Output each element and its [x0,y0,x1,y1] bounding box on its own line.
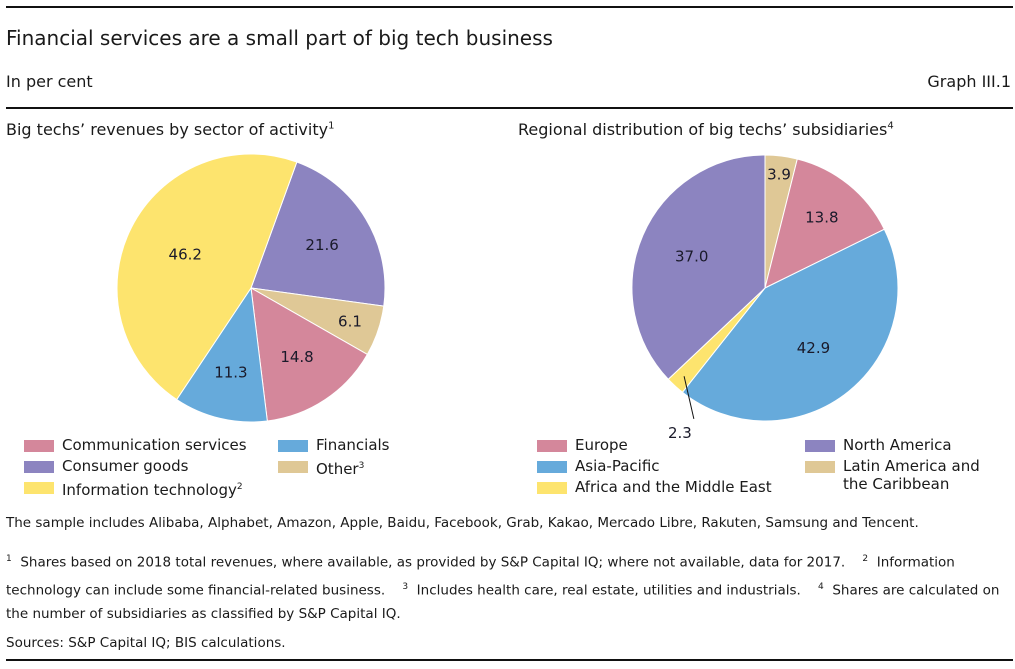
header-rule [6,107,1013,109]
legend-swatch [805,440,835,452]
pie-slice-consumer-goods [250,161,386,307]
data-label: 13.8 [805,209,838,227]
legend-label: Consumer goods [62,457,189,475]
footnote-1: Shares based on 2018 total revenues, whe… [20,554,846,571]
data-label: 2.3 [668,424,692,440]
right-panel-title-text: Regional distribution of big techs’ subs… [518,120,888,139]
pie-slice-asia-pacific [681,228,899,422]
data-label: 14.8 [280,348,313,366]
leader-line [683,376,695,419]
sources: Sources: S&P Capital IQ; BIS calculation… [6,635,286,651]
legend-label: Communication services [62,436,247,454]
pie-charts: 21.6 6.1 14.8 11.3 46.2 3.9 13.8 42.9 2.3 37.0 [116,153,899,440]
legend-label: Financials [316,436,390,454]
legend-swatch [278,440,308,452]
data-label: 46.2 [169,246,202,264]
data-label: 11.3 [214,364,247,382]
legend-swatch [537,461,567,473]
legend-swatch [537,440,567,452]
data-label: 37.0 [675,247,708,265]
sample-note: The sample includes Alibaba, Alphabet, A… [6,515,919,531]
left-panel-title: Big techs’ revenues by sector of activit… [6,120,334,139]
data-label: 21.6 [305,236,338,254]
footnotes: 1 Shares based on 2018 total revenues, w… [6,554,1000,622]
graph-id: Graph III.1 [927,72,1011,91]
left-panel-title-footnote: 1 [328,120,335,132]
data-label: 3.9 [767,165,791,183]
chart-subtitle: In per cent [6,72,93,91]
pie-slice-europe [764,158,885,289]
footnote-3: Includes health care, real estate, utili… [416,582,801,598]
bottom-rule [6,659,1013,661]
legend-label: Africa and the Middle East [575,478,772,496]
legend-swatch [24,461,54,473]
data-label: 6.1 [338,313,362,331]
right-panel-title-footnote: 4 [887,120,894,132]
pie-slice-information-technology [116,153,298,401]
legend-label: Asia-Pacific [575,457,660,475]
left-panel-title-text: Big techs’ revenues by sector of activit… [6,120,329,139]
legend-label: North America [843,436,952,454]
pie-slice-communication-services [250,287,369,422]
legend-label: Information technology2 [62,481,243,499]
legend-label: Latin America and the Caribbean [843,457,980,493]
data-label: 42.9 [797,339,830,357]
legend-swatch [24,482,54,494]
pie-slice-north-america [631,154,766,380]
legend-swatch [278,461,308,473]
pie-slice-financials [175,286,268,423]
legend-swatch [24,440,54,452]
legend-swatch [805,461,835,473]
footnote-2: Information technology can include some … [6,554,955,599]
legend-label: Other3 [316,460,365,478]
footnote-4: Shares are calculated on the number of s… [6,582,1000,622]
legend-label: Europe [575,436,628,454]
chart-title: Financial services are a small part of b… [6,26,553,50]
legend-swatch [537,482,567,494]
top-rule [6,6,1013,8]
right-panel-title: Regional distribution of big techs’ subs… [518,120,894,139]
